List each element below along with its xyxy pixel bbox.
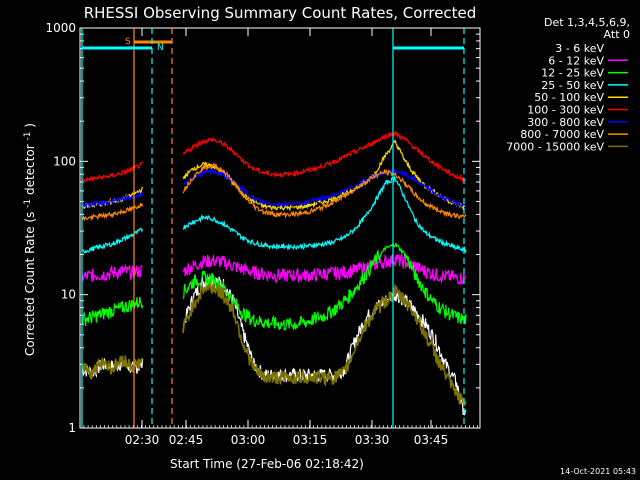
x-axis-label: Start Time (27-Feb-06 02:18:42) — [170, 457, 364, 471]
legend-header-line1: Det 1,3,4,5,6,9, — [544, 16, 630, 29]
saa-marker-label: S — [125, 37, 131, 47]
y-axis-label: Corrected Count Rate (s -1 detector -1 ) — [19, 123, 37, 356]
legend-entry-label: 800 - 7000 keV — [520, 128, 604, 141]
y-axis-label-sup: -1 — [23, 199, 33, 208]
series-line — [81, 167, 467, 209]
series-line — [81, 162, 467, 222]
y-tick-label: 1 — [68, 421, 76, 435]
series-line — [81, 174, 467, 254]
legend-entry-label: 3 - 6 keV — [555, 42, 604, 55]
x-tick-label: 03:45 — [414, 433, 449, 447]
plot-frame — [79, 27, 481, 429]
legend-entry-label: 12 - 25 keV — [541, 67, 604, 80]
series-lines — [81, 130, 467, 416]
legend-entry-label: 300 - 800 keV — [527, 116, 604, 129]
legend-header-line2: Att 0 — [604, 28, 630, 41]
series-line — [81, 282, 467, 407]
x-tick-label: 02:30 — [125, 433, 160, 447]
y-tick-label: 100 — [53, 154, 76, 168]
y-axis-label-end: ) — [23, 123, 37, 128]
timestamp-stamp: 14-Oct-2021 05:43 — [560, 467, 636, 476]
y-axis: 1 10 100 1000 — [45, 21, 480, 435]
y-axis-label-tail: detector — [23, 144, 37, 195]
legend-entry-label: 100 - 300 keV — [527, 104, 604, 117]
y-axis-label-main: Corrected Count Rate (s — [23, 212, 37, 356]
legend-entry-label: 50 - 100 keV — [534, 91, 604, 104]
night-marker-label: N — [157, 43, 164, 53]
legend-entry-label: 7000 - 15000 keV — [506, 140, 604, 153]
x-tick-label: 03:30 — [355, 433, 390, 447]
x-tick-label: 03:00 — [231, 433, 266, 447]
y-axis-label-sup2: -1 — [23, 132, 33, 141]
legend-entry-label: 25 - 50 keV — [541, 79, 604, 92]
attenuator-markers: SN — [81, 28, 465, 428]
legend-entry-label: 6 - 12 keV — [548, 54, 604, 67]
series-line — [81, 130, 467, 183]
y-tick-label: 10 — [61, 288, 76, 302]
series-line — [81, 253, 467, 285]
chart-title: RHESSI Observing Summary Count Rates, Co… — [84, 4, 477, 22]
x-tick-label: 02:45 — [169, 433, 204, 447]
series-line — [81, 242, 467, 332]
x-tick-label: 03:15 — [293, 433, 328, 447]
y-tick-label: 1000 — [45, 21, 76, 35]
plot-area — [79, 27, 481, 429]
x-axis: 02:30 02:45 03:00 03:15 03:30 03:45 — [83, 28, 478, 447]
